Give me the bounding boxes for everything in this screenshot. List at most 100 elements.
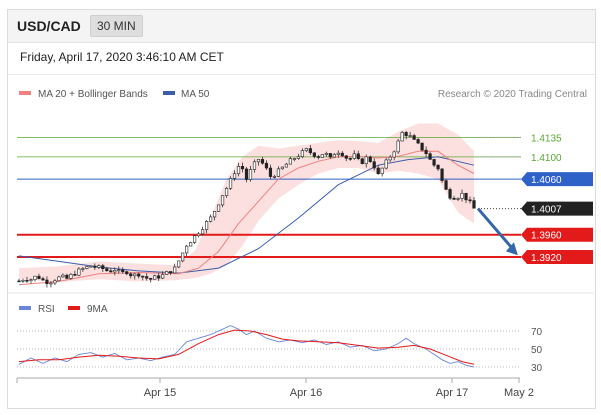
rsi-legend-label: RSI — [38, 304, 55, 315]
candle-body — [216, 204, 221, 212]
candle-body — [121, 269, 125, 272]
candle-body — [448, 189, 452, 199]
candle-body — [193, 235, 197, 243]
candle-body — [33, 275, 37, 280]
candle-body — [360, 158, 364, 165]
candle-body — [396, 140, 400, 153]
candle-body — [141, 275, 145, 278]
ma20-line — [18, 150, 475, 286]
level-tag-2 — [521, 172, 593, 187]
candle-body — [256, 159, 261, 163]
candle-body — [260, 159, 265, 164]
candle-body — [312, 152, 316, 157]
level-label-0: 1.4135 — [531, 133, 562, 144]
candle-body — [105, 268, 109, 272]
candle-body — [85, 266, 89, 269]
candle-body — [25, 280, 29, 282]
candle-body — [145, 276, 149, 279]
candle-body — [424, 149, 428, 155]
candle-body — [332, 154, 336, 158]
candle-body — [412, 135, 416, 140]
time-tick-label-2: Apr 17 — [436, 387, 468, 399]
divider — [8, 74, 595, 75]
candle-body — [244, 168, 249, 180]
candle-body — [69, 274, 73, 279]
candle-body — [292, 158, 296, 160]
candle-body — [348, 158, 352, 160]
candle-body — [272, 176, 277, 178]
candle-body — [220, 195, 225, 206]
candle-body — [204, 220, 209, 230]
candle-body — [161, 274, 165, 279]
candle-body — [49, 282, 53, 285]
candle-body — [388, 156, 392, 161]
candle-body — [344, 155, 348, 159]
level-tag-4 — [521, 227, 593, 242]
candle-body — [452, 197, 456, 200]
candle-body — [208, 216, 213, 222]
candle-body — [37, 275, 41, 279]
candle-body — [328, 153, 332, 158]
candle-body — [308, 148, 312, 154]
candle-body — [101, 265, 105, 269]
candle-body — [21, 280, 25, 282]
level-label-5: 1.3920 — [531, 253, 562, 264]
candle-body — [232, 173, 237, 179]
rsi-tick-label-1: 50 — [531, 345, 543, 356]
candle-body — [41, 278, 45, 281]
candle-body — [129, 273, 133, 277]
candle-body — [137, 273, 141, 277]
candle-body — [300, 150, 304, 157]
time-tick-label-1: Apr 16 — [290, 387, 322, 399]
candle-body — [77, 268, 81, 276]
forecast-arrow-shaft — [476, 207, 516, 252]
timeframe-button[interactable]: 30 MIN — [90, 15, 143, 37]
candle-body — [157, 275, 161, 279]
candle-body — [440, 168, 444, 181]
candle-body — [149, 278, 153, 280]
timestamp: Friday, April 17, 2020 3:46:10 AM CET — [20, 50, 224, 64]
candle-body — [336, 152, 340, 155]
candle-body — [133, 273, 137, 277]
level-label-2: 1.4060 — [531, 175, 562, 186]
candle-body — [376, 167, 380, 175]
candle-body — [177, 260, 181, 268]
candle-body — [320, 154, 324, 158]
candle-body — [416, 139, 420, 144]
candle-body — [356, 153, 360, 159]
candle-body — [212, 211, 217, 218]
candle-body — [189, 242, 193, 247]
currency-pair-title: USD/CAD — [17, 18, 81, 34]
rsi-tick-label-2: 30 — [531, 363, 543, 374]
candle-body — [248, 169, 253, 180]
candle-body — [392, 151, 396, 158]
candle-body — [57, 276, 61, 282]
candle-body — [380, 167, 384, 175]
candle-body — [81, 268, 85, 270]
ma20-legend-label: MA 20 + Bollinger Bands — [38, 89, 148, 100]
candle-body — [364, 156, 368, 165]
candle-body — [252, 161, 257, 170]
candle-body — [89, 265, 93, 268]
candle-body — [224, 187, 229, 196]
candle-body — [288, 158, 293, 165]
level-label-3: 1.4007 — [531, 205, 562, 216]
candle-body — [372, 161, 376, 169]
candle-body — [197, 233, 201, 237]
ma50-legend-label: MA 50 — [181, 89, 210, 100]
level-label-1: 1.4100 — [531, 153, 562, 164]
candle-body — [173, 266, 177, 274]
bollinger-band — [19, 123, 474, 282]
ma20-legend-swatch — [19, 91, 31, 95]
candle-body — [404, 132, 408, 137]
level-tag-5 — [521, 249, 593, 264]
time-tick-label-3: May 2 — [504, 387, 534, 399]
rsi-plot-area: 70 50 30 — [17, 325, 543, 374]
candle-body — [228, 178, 233, 189]
candle-body — [65, 274, 69, 279]
candle-body — [428, 153, 432, 160]
candle-body — [73, 274, 77, 276]
candle-body — [236, 166, 241, 175]
candle-body — [97, 265, 101, 268]
